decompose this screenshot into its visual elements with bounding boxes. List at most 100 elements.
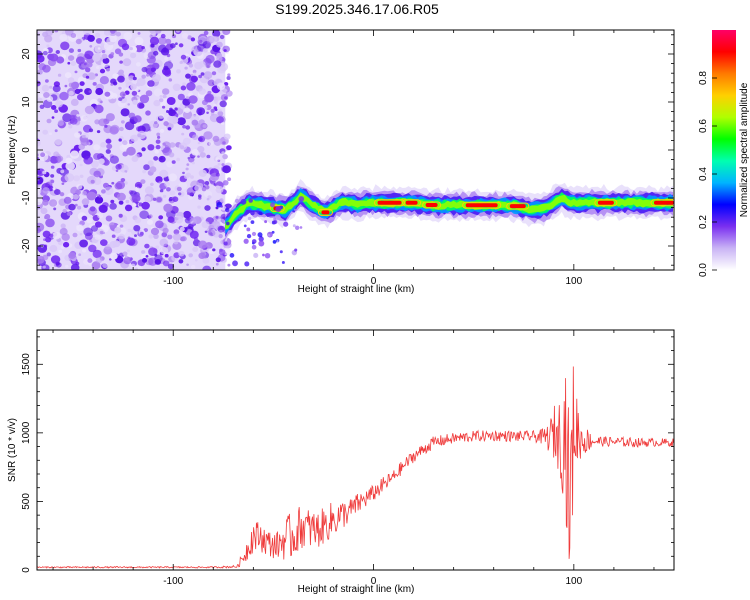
- colorbar-tick-label: 0.8: [698, 71, 709, 85]
- noise-blob: [111, 234, 116, 238]
- transition-speck: [264, 220, 268, 224]
- noise-blob: [129, 47, 133, 51]
- noise-blob: [62, 208, 67, 213]
- noise-blob: [203, 30, 209, 36]
- noise-blob: [141, 253, 148, 260]
- noise-blob: [152, 248, 158, 253]
- noise-blob: [46, 252, 51, 257]
- noise-blob: [205, 242, 213, 249]
- noise-blob: [217, 162, 221, 166]
- transition-speck: [257, 232, 263, 238]
- ridge-warm-edge: [462, 201, 502, 209]
- noise-blob: [145, 90, 153, 97]
- noise-blob: [81, 190, 87, 196]
- noise-blob: [189, 230, 199, 239]
- noise-blob: [96, 65, 100, 70]
- noise-blob: [155, 245, 160, 250]
- noise-blob: [152, 74, 161, 82]
- noise-blob: [42, 50, 48, 56]
- noise-blob: [222, 165, 232, 174]
- noise-blob: [64, 72, 72, 79]
- noise-blob: [188, 253, 193, 258]
- noise-blob: [158, 36, 167, 45]
- noise-blob: [110, 124, 120, 134]
- transition-speck: [227, 213, 231, 217]
- noise-blob: [77, 48, 82, 53]
- noise-blob: [42, 265, 46, 269]
- noise-blob: [63, 196, 72, 204]
- noise-blob: [68, 48, 74, 53]
- noise-blob: [93, 144, 100, 151]
- noise-blob: [192, 134, 199, 140]
- transition-speck: [258, 240, 265, 247]
- noise-blob: [128, 112, 136, 119]
- noise-blob: [104, 124, 108, 128]
- transition-speck: [218, 233, 223, 239]
- noise-blob: [164, 181, 171, 187]
- snr-series-line: [37, 366, 674, 569]
- noise-blob: [116, 192, 126, 201]
- noise-blob: [188, 63, 194, 68]
- noise-blob: [139, 94, 150, 104]
- noise-blob: [172, 83, 181, 92]
- noise-blob: [211, 71, 217, 76]
- noise-blob: [153, 99, 161, 107]
- noise-blob: [205, 104, 212, 111]
- noise-blob: [37, 153, 40, 157]
- noise-blob: [137, 102, 145, 109]
- noise-blob: [68, 82, 76, 88]
- noise-blob: [91, 225, 98, 232]
- noise-blob: [201, 221, 210, 229]
- noise-blob: [198, 137, 203, 142]
- snr-y-label: SNR (10 * v/v): [7, 418, 18, 482]
- noise-blob: [126, 146, 136, 156]
- noise-blob: [74, 203, 78, 207]
- noise-blob: [109, 258, 112, 261]
- noise-blob: [85, 67, 91, 73]
- noise-blob: [119, 224, 124, 228]
- noise-blob: [50, 165, 55, 169]
- noise-blob: [169, 116, 179, 125]
- noise-blob: [84, 88, 92, 95]
- noise-blob: [42, 170, 47, 175]
- ridge-warm-edge: [594, 199, 618, 207]
- ridge-hot-segment: [509, 204, 526, 209]
- noise-blob: [88, 90, 92, 93]
- noise-blob: [73, 175, 80, 182]
- noise-blob: [178, 192, 182, 196]
- noise-blob: [218, 249, 226, 256]
- noise-blob: [153, 50, 159, 56]
- noise-blob: [205, 63, 211, 69]
- noise-blob: [95, 87, 104, 96]
- noise-blob: [112, 73, 119, 80]
- noise-blob: [141, 250, 146, 254]
- transition-speck: [247, 216, 252, 221]
- noise-blob: [167, 216, 175, 223]
- spectrogram-ticks: [37, 30, 674, 270]
- noise-blob: [215, 185, 224, 194]
- noise-blob: [56, 56, 65, 64]
- noise-blob: [46, 118, 52, 124]
- noise-blob: [90, 160, 99, 168]
- noise-blob: [122, 93, 126, 96]
- noise-blob: [198, 169, 207, 177]
- ridge-warm-edge: [506, 202, 530, 210]
- noise-blob: [68, 203, 76, 211]
- noise-blob: [209, 35, 218, 43]
- noise-blob: [101, 50, 106, 54]
- noise-blob: [164, 57, 169, 61]
- noise-blob: [207, 229, 216, 237]
- spectrogram-x-label: Height of straight line (km): [298, 284, 415, 295]
- noise-blob: [77, 93, 84, 101]
- y-tick-label: 1500: [21, 353, 32, 376]
- ridge-warm-edge: [422, 201, 442, 209]
- noise-blob: [175, 42, 178, 45]
- colorbar: 0.0 0.2 0.4 0.6 0.8 Normalized spectral ampl…: [698, 30, 750, 277]
- transition-speck: [275, 206, 282, 212]
- colorbar-tick-label: 0.4: [698, 167, 709, 181]
- noise-blob: [178, 142, 188, 151]
- noise-blob: [197, 141, 201, 145]
- noise-blob: [184, 66, 188, 70]
- noise-blob: [46, 44, 50, 48]
- noise-blob: [139, 231, 144, 236]
